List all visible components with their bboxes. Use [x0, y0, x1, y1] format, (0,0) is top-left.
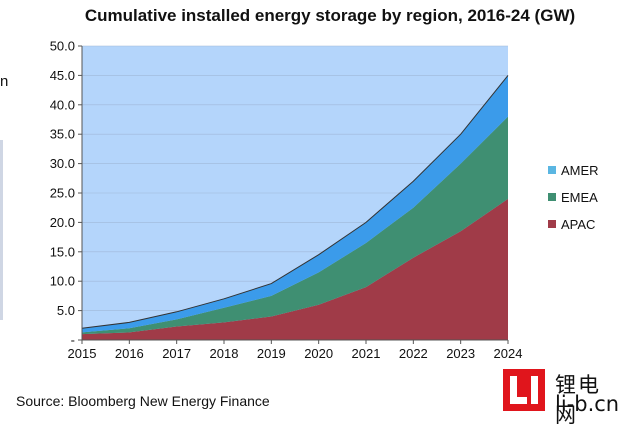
legend-swatch-amer: [548, 166, 556, 174]
li-logo-icon: [503, 369, 545, 411]
x-tick-label: 2015: [68, 346, 97, 361]
y-tick-label: 50.0: [50, 39, 75, 54]
y-tick-label: 10.0: [50, 274, 75, 289]
x-tick-label: 2018: [210, 346, 239, 361]
watermark-domain: li-b.cn: [555, 392, 620, 416]
x-tick-label: 2017: [162, 346, 191, 361]
x-tick-label: 2023: [446, 346, 475, 361]
y-tick-label: -: [71, 333, 75, 348]
source-note: Source: Bloomberg New Energy Finance: [16, 393, 270, 409]
area-amer: [82, 75, 508, 333]
legend-label-amer: AMER: [561, 163, 599, 178]
x-tick-label: 2021: [352, 346, 381, 361]
stacked-area-chart: - 5.0 10.0 15.0 20.0 25.0 30.0 35.0 40.0 45.0 50.0…: [50, 39, 599, 362]
legend-swatch-emea: [548, 193, 556, 201]
x-tick-label: 2022: [399, 346, 428, 361]
chart-title: Cumulative installed energy storage by r…: [84, 6, 576, 25]
left-edge-bar: [0, 140, 3, 320]
legend-label-apac: APAC: [561, 217, 595, 232]
area-apac: [82, 198, 508, 340]
y-tick-label: 20.0: [50, 215, 75, 230]
legend-swatch-apac: [548, 220, 556, 228]
total-outline: [81, 75, 509, 329]
y-tick-label: 40.0: [50, 97, 75, 112]
y-tick-label: 25.0: [50, 186, 75, 201]
stray-text-fragment: n: [0, 73, 9, 90]
y-tick-label: 30.0: [50, 156, 75, 171]
y-tick-label: 15.0: [50, 244, 75, 259]
y-tick-label: 35.0: [50, 127, 75, 142]
x-tick-label: 2016: [115, 346, 144, 361]
y-tick-label: 5.0: [57, 303, 75, 318]
x-tick-label: 2024: [494, 346, 523, 361]
x-tick-label: 2019: [257, 346, 286, 361]
y-tick-label: 45.0: [50, 68, 75, 83]
area-emea: [82, 116, 508, 335]
x-tick-label: 2020: [304, 346, 333, 361]
legend-label-emea: EMEA: [561, 190, 598, 205]
